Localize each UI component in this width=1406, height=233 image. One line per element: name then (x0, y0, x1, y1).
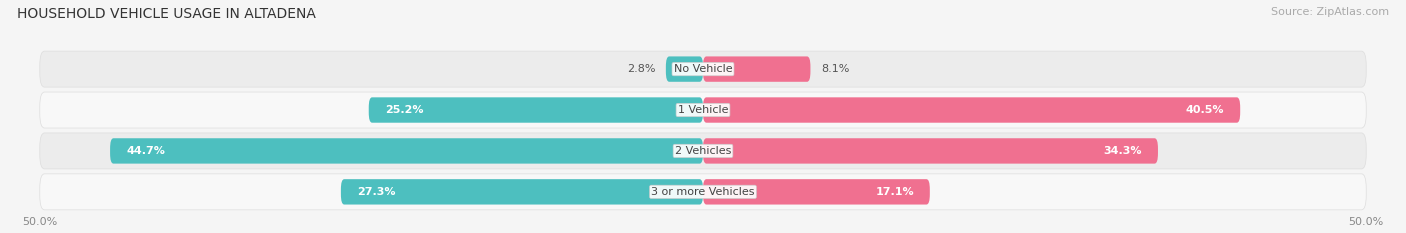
FancyBboxPatch shape (703, 179, 929, 205)
Text: 25.2%: 25.2% (385, 105, 423, 115)
Text: 1 Vehicle: 1 Vehicle (678, 105, 728, 115)
Text: 17.1%: 17.1% (876, 187, 914, 197)
FancyBboxPatch shape (666, 56, 703, 82)
Text: HOUSEHOLD VEHICLE USAGE IN ALTADENA: HOUSEHOLD VEHICLE USAGE IN ALTADENA (17, 7, 316, 21)
FancyBboxPatch shape (39, 92, 1367, 128)
Text: Source: ZipAtlas.com: Source: ZipAtlas.com (1271, 7, 1389, 17)
Text: 40.5%: 40.5% (1185, 105, 1225, 115)
FancyBboxPatch shape (110, 138, 703, 164)
Text: 44.7%: 44.7% (127, 146, 165, 156)
FancyBboxPatch shape (340, 179, 703, 205)
Text: 8.1%: 8.1% (821, 64, 849, 74)
Text: 3 or more Vehicles: 3 or more Vehicles (651, 187, 755, 197)
Text: 34.3%: 34.3% (1104, 146, 1142, 156)
FancyBboxPatch shape (703, 56, 810, 82)
FancyBboxPatch shape (703, 138, 1159, 164)
FancyBboxPatch shape (39, 51, 1367, 87)
Text: No Vehicle: No Vehicle (673, 64, 733, 74)
FancyBboxPatch shape (39, 133, 1367, 169)
FancyBboxPatch shape (368, 97, 703, 123)
Text: 2 Vehicles: 2 Vehicles (675, 146, 731, 156)
Text: 2.8%: 2.8% (627, 64, 655, 74)
Text: 27.3%: 27.3% (357, 187, 395, 197)
FancyBboxPatch shape (703, 97, 1240, 123)
FancyBboxPatch shape (39, 174, 1367, 210)
